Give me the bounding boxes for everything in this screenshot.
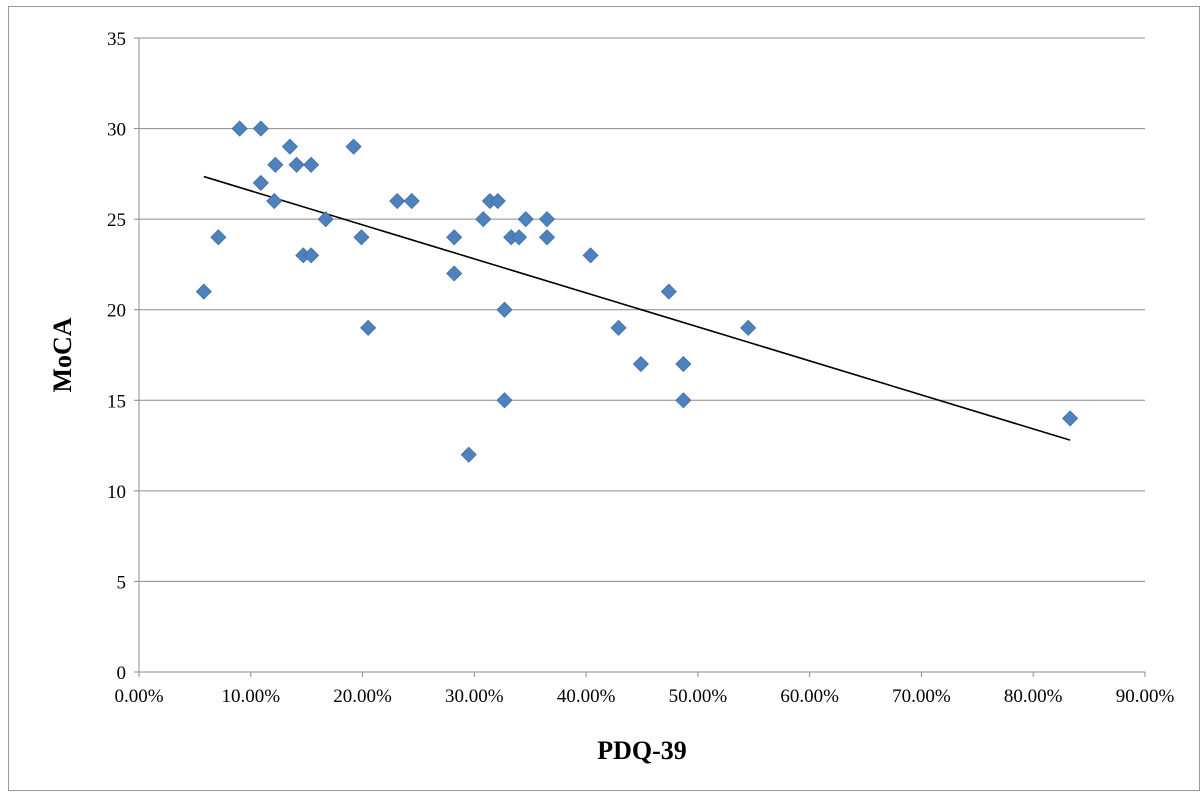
data-point xyxy=(489,192,506,210)
data-point xyxy=(288,156,305,173)
data-point xyxy=(740,319,757,336)
data-point xyxy=(231,120,248,137)
y-tick-labels: 0 5 10 15 20 25 30 35 xyxy=(107,29,126,684)
y-tick-label: 15 xyxy=(107,391,126,412)
data-point xyxy=(675,392,692,409)
data-point xyxy=(496,301,513,318)
y-tick-label: 35 xyxy=(107,29,126,50)
data-point xyxy=(460,446,477,463)
data-point xyxy=(675,355,692,373)
y-tick-label: 0 xyxy=(117,663,127,684)
data-point xyxy=(446,229,463,246)
data-point xyxy=(632,355,649,373)
data-point xyxy=(510,229,528,246)
y-tick-label: 10 xyxy=(107,482,126,503)
axes xyxy=(138,38,1145,673)
data-point xyxy=(266,192,283,210)
data-point xyxy=(353,229,370,246)
gridlines xyxy=(134,37,1146,677)
data-point xyxy=(303,247,320,264)
data-point xyxy=(538,229,556,246)
y-tick-label: 30 xyxy=(107,120,126,141)
x-tick-label: 90.00% xyxy=(1116,686,1175,707)
trendline xyxy=(203,175,1071,441)
x-tick-label: 50.00% xyxy=(669,686,728,707)
data-point xyxy=(610,319,627,336)
x-tick-label: 70.00% xyxy=(892,686,951,707)
data-point xyxy=(389,192,406,210)
data-point xyxy=(475,211,492,228)
data-point xyxy=(303,156,320,173)
data-point xyxy=(195,283,212,300)
data-point xyxy=(252,120,269,137)
x-tick-label: 0.00% xyxy=(114,686,163,707)
data-point xyxy=(1062,410,1079,427)
data-point xyxy=(267,156,284,173)
data-point xyxy=(446,265,463,282)
y-tick-label: 25 xyxy=(107,210,126,231)
data-points xyxy=(195,120,1079,463)
data-point xyxy=(403,192,420,210)
x-tick-label: 80.00% xyxy=(1004,686,1063,707)
x-axis-title: PDQ-39 xyxy=(597,736,687,765)
y-tick-label: 5 xyxy=(117,572,127,593)
y-tick-label: 20 xyxy=(107,301,126,322)
data-point xyxy=(538,211,556,228)
x-tick-label: 30.00% xyxy=(445,686,504,707)
data-point xyxy=(496,392,513,409)
y-axis-title: MoCA xyxy=(48,317,77,392)
x-tick-labels: 0.00% 10.00% 20.00% 30.00% 40.00% 50.00% 60.00… xyxy=(114,686,1174,707)
data-point xyxy=(582,247,599,264)
x-tick-label: 60.00% xyxy=(780,686,839,707)
chart-frame xyxy=(8,6,1200,791)
data-point xyxy=(252,174,269,191)
data-point xyxy=(345,138,362,155)
trendline-group xyxy=(203,175,1071,441)
data-point xyxy=(360,319,377,336)
data-point xyxy=(517,211,534,228)
x-tick-label: 10.00% xyxy=(221,686,280,707)
data-point xyxy=(317,211,334,228)
x-tick-label: 40.00% xyxy=(557,686,616,707)
data-point xyxy=(281,138,298,155)
data-point xyxy=(660,283,677,300)
data-point xyxy=(210,229,227,246)
x-tick-label: 20.00% xyxy=(333,686,392,707)
